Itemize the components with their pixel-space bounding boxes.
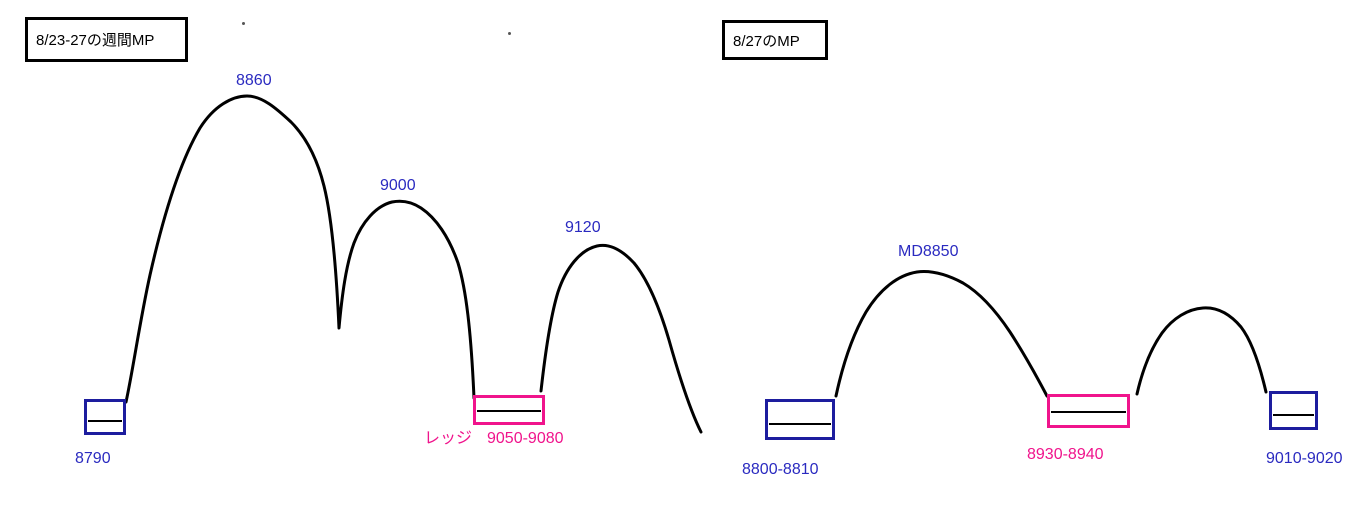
daily-mp-curve-small-hump xyxy=(1135,306,1268,396)
daily-mp-title: 8/27のMP xyxy=(733,32,800,50)
weekly-peak-label-9000: 9000 xyxy=(380,177,416,194)
daily-left-range-label: 8800-8810 xyxy=(742,461,819,478)
weekly-mp-curve-right-hump xyxy=(539,243,703,434)
daily-mp-title-box: 8/27のMP xyxy=(722,20,828,60)
weekly-peak-label-9120: 9120 xyxy=(565,219,601,236)
daily-right-range-box xyxy=(1269,391,1318,430)
weekly-ledge-label: レッジ xyxy=(424,430,473,447)
box-mid-line xyxy=(769,423,831,425)
stray-mark xyxy=(508,32,511,35)
daily-mid-range-box xyxy=(1047,394,1130,428)
daily-left-range-box xyxy=(765,399,835,440)
daily-peak-label: MD8850 xyxy=(898,243,959,260)
box-mid-line xyxy=(1051,411,1126,413)
weekly-ledge-box xyxy=(473,395,545,425)
weekly-peak-label-8860: 8860 xyxy=(236,72,272,89)
weekly-mp-curve xyxy=(124,94,476,404)
daily-mid-range-label: 8930-8940 xyxy=(1027,446,1104,463)
weekly-mp-title-box: 8/23-27の週間MP xyxy=(25,17,188,62)
weekly-mp-title: 8/23-27の週間MP xyxy=(36,32,155,49)
weekly-low-box xyxy=(84,399,126,435)
weekly-low-label: 8790 xyxy=(75,450,111,467)
box-mid-line xyxy=(88,420,122,422)
box-mid-line xyxy=(477,410,541,412)
box-mid-line xyxy=(1273,414,1314,416)
daily-right-range-label: 9010-9020 xyxy=(1266,450,1343,467)
daily-mp-curve-main-hump xyxy=(834,270,1049,398)
weekly-ledge-range-label: 9050-9080 xyxy=(487,430,564,447)
stray-mark xyxy=(242,22,245,25)
